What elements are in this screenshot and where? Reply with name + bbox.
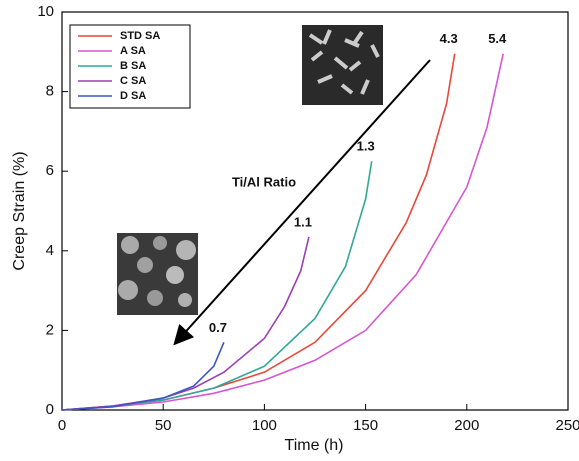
y-tick-label: 4 (46, 242, 54, 259)
x-tick-label: 200 (454, 417, 479, 434)
curve (61, 161, 373, 411)
y-axis-label: Creep Strain (%) (11, 151, 28, 270)
x-tick-label: 100 (252, 417, 277, 434)
micrograph-top (302, 25, 383, 105)
micrograph-bottom (117, 233, 198, 315)
legend-label: C SA (120, 75, 146, 87)
end-label: 1.3 (357, 139, 375, 154)
y-tick-label: 8 (46, 83, 54, 100)
curve (61, 341, 225, 411)
y-tick-label: 10 (37, 3, 54, 20)
curve (61, 53, 504, 411)
x-tick-label: 50 (155, 417, 172, 434)
legend-label: D SA (120, 90, 146, 102)
y-tick-label: 2 (46, 321, 54, 338)
trend-arrow (173, 59, 431, 346)
plot-frame (61, 11, 569, 411)
end-label: 0.7 (209, 320, 227, 335)
y-tick-label: 0 (46, 401, 54, 418)
legend-label: B SA (120, 60, 146, 72)
x-tick-label: 150 (353, 417, 378, 434)
arrow-label: Ti/Al Ratio (232, 174, 296, 189)
end-label: 5.4 (488, 31, 507, 46)
legend-label: A SA (120, 45, 146, 57)
end-label: 4.3 (440, 31, 458, 46)
x-axis-label: Time (h) (285, 437, 344, 454)
legend-label: STD SA (120, 30, 160, 42)
x-tick-label: 0 (58, 417, 66, 434)
y-tick-label: 6 (46, 162, 54, 179)
end-label: 1.1 (294, 214, 312, 229)
x-tick-label: 250 (555, 417, 579, 434)
